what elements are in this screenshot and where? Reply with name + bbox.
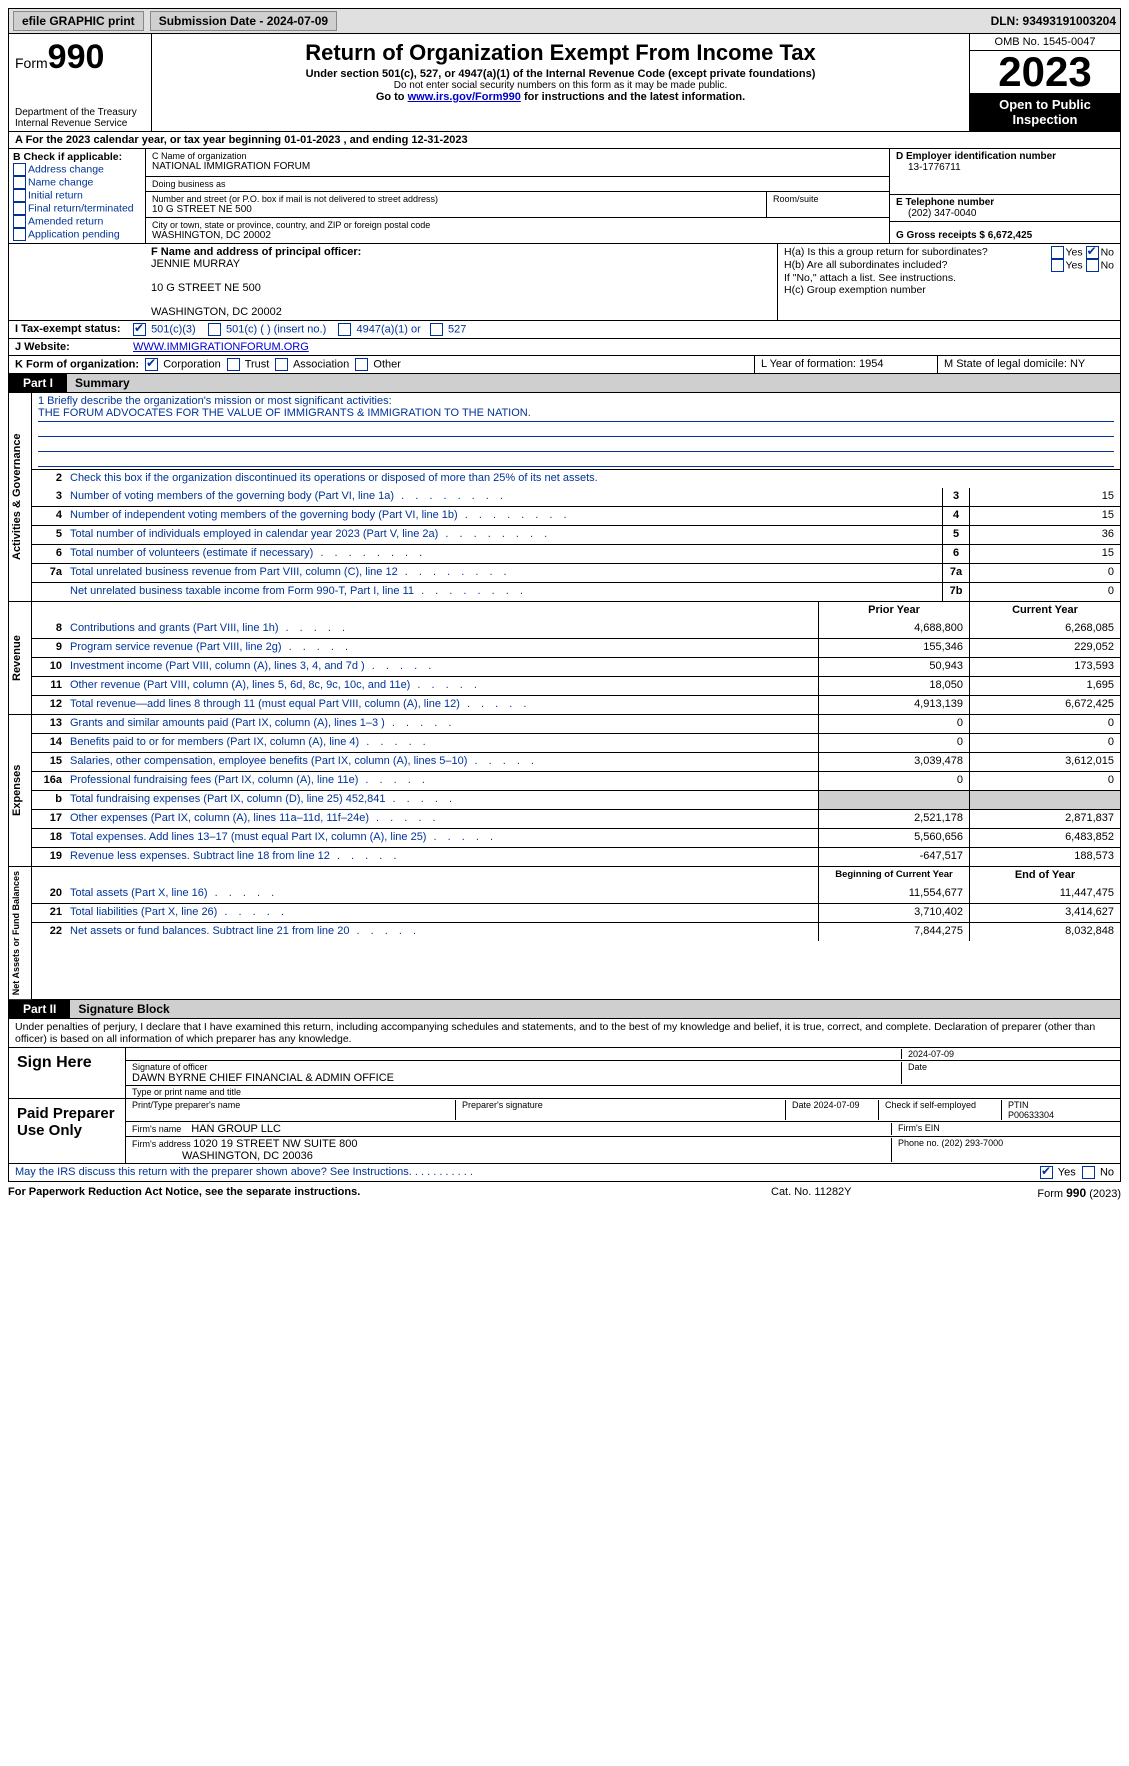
table-row: 14Benefits paid to or for members (Part … xyxy=(32,733,1120,752)
officer-label: F Name and address of principal officer: xyxy=(151,246,771,258)
discuss-row: May the IRS discuss this return with the… xyxy=(8,1164,1121,1182)
room-label: Room/suite xyxy=(773,194,883,204)
sign-here-label: Sign Here xyxy=(9,1048,126,1098)
hc-label: H(c) Group exemption number xyxy=(784,284,1114,296)
ein-value: 13-1776711 xyxy=(896,162,961,173)
vtab-revenue: Revenue xyxy=(9,602,32,714)
city-value: WASHINGTON, DC 20002 xyxy=(152,230,271,241)
table-row: 8Contributions and grants (Part VIII, li… xyxy=(32,620,1120,638)
org-info-block: B Check if applicable: Address change Na… xyxy=(8,149,1121,244)
cb-address-change[interactable]: Address change xyxy=(13,163,141,176)
officer-addr1: 10 G STREET NE 500 xyxy=(151,282,771,294)
table-row: 16aProfessional fundraising fees (Part I… xyxy=(32,771,1120,790)
irs-link[interactable]: www.irs.gov/Form990 xyxy=(408,91,521,103)
table-row: 6Total number of volunteers (estimate if… xyxy=(32,544,1120,563)
table-row: 21Total liabilities (Part X, line 26) . … xyxy=(32,903,1120,922)
table-row: 19Revenue less expenses. Subtract line 1… xyxy=(32,847,1120,866)
table-row: 13Grants and similar amounts paid (Part … xyxy=(32,715,1120,733)
cb-amended-return[interactable]: Amended return xyxy=(13,215,141,228)
officer-group-block: F Name and address of principal officer:… xyxy=(8,244,1121,321)
cb-final-return[interactable]: Final return/terminated xyxy=(13,202,141,215)
row-i: I Tax-exempt status: 501(c)(3) 501(c) ( … xyxy=(8,321,1121,339)
phone-label: E Telephone number xyxy=(896,197,994,208)
org-name-label: C Name of organization xyxy=(152,151,883,161)
table-row: 5Total number of individuals employed in… xyxy=(32,525,1120,544)
summary-gov: Activities & Governance 1 Briefly descri… xyxy=(8,393,1121,602)
firm-name: HAN GROUP LLC xyxy=(191,1123,281,1135)
officer-addr2: WASHINGTON, DC 20002 xyxy=(151,306,771,318)
hb-label: H(b) Are all subordinates included? xyxy=(784,259,1051,272)
summary-rev: Revenue Prior Year Current Year 8Contrib… xyxy=(8,602,1121,715)
efile-topbar: efile GRAPHIC print Submission Date - 20… xyxy=(8,8,1121,34)
row-a-tax-year: A For the 2023 calendar year, or tax yea… xyxy=(8,132,1121,149)
eoy-hdr: End of Year xyxy=(969,867,1120,885)
sign-here-block: Sign Here 2024-07-09 Signature of office… xyxy=(8,1048,1121,1099)
subtitle-1: Under section 501(c), 527, or 4947(a)(1)… xyxy=(160,68,961,80)
table-row: 9Program service revenue (Part VIII, lin… xyxy=(32,638,1120,657)
part2-header: Part II Signature Block xyxy=(8,1000,1121,1019)
hb-note: If "No," attach a list. See instructions… xyxy=(784,272,1114,284)
officer-name: JENNIE MURRAY xyxy=(151,258,771,270)
phone-value: (202) 347-0040 xyxy=(896,208,976,219)
signature-declaration: Under penalties of perjury, I declare th… xyxy=(8,1019,1121,1048)
table-row: 17Other expenses (Part IX, column (A), l… xyxy=(32,809,1120,828)
subtitle-3: Go to www.irs.gov/Form990 for instructio… xyxy=(160,91,961,103)
gross-receipts: G Gross receipts $ 6,672,425 xyxy=(896,230,1032,241)
tax-year: 2023 xyxy=(970,51,1120,93)
box-b-label: B Check if applicable: xyxy=(13,151,122,163)
table-row: 18Total expenses. Add lines 13–17 (must … xyxy=(32,828,1120,847)
cb-initial-return[interactable]: Initial return xyxy=(13,189,141,202)
paid-preparer-block: Paid Preparer Use Only Print/Type prepar… xyxy=(8,1099,1121,1164)
form-title: Return of Organization Exempt From Incom… xyxy=(160,40,961,66)
org-name: NATIONAL IMMIGRATION FORUM xyxy=(152,161,310,172)
table-row: 20Total assets (Part X, line 16) . . . .… xyxy=(32,885,1120,903)
line2-text: Check this box if the organization disco… xyxy=(66,470,1120,488)
mission-text: THE FORUM ADVOCATES FOR THE VALUE OF IMM… xyxy=(38,407,1114,422)
table-row: Net unrelated business taxable income fr… xyxy=(32,582,1120,601)
form-number: Form990 xyxy=(15,38,145,77)
table-row: 11Other revenue (Part VIII, column (A), … xyxy=(32,676,1120,695)
city-label: City or town, state or province, country… xyxy=(152,220,883,230)
vtab-netassets: Net Assets or Fund Balances xyxy=(9,867,32,999)
table-row: 12Total revenue—add lines 8 through 11 (… xyxy=(32,695,1120,714)
state-domicile: M State of legal domicile: NY xyxy=(937,356,1120,373)
table-row: 22Net assets or fund balances. Subtract … xyxy=(32,922,1120,941)
submission-date-button[interactable]: Submission Date - 2024-07-09 xyxy=(150,11,337,31)
table-row: 3Number of voting members of the governi… xyxy=(32,488,1120,506)
row-j: J Website: WWW.IMMIGRATIONFORUM.ORG xyxy=(8,339,1121,356)
efile-graphic-button[interactable]: efile GRAPHIC print xyxy=(13,11,144,31)
vtab-expenses: Expenses xyxy=(9,715,32,866)
street-label: Number and street (or P.O. box if mail i… xyxy=(152,194,760,204)
boy-hdr: Beginning of Current Year xyxy=(818,867,969,885)
summary-net: Net Assets or Fund Balances Beginning of… xyxy=(8,867,1121,1000)
mission-label: 1 Briefly describe the organization's mi… xyxy=(38,395,1114,407)
summary-exp: Expenses 13Grants and similar amounts pa… xyxy=(8,715,1121,867)
subtitle-2: Do not enter social security numbers on … xyxy=(160,80,961,91)
website-link[interactable]: WWW.IMMIGRATIONFORUM.ORG xyxy=(133,341,309,353)
table-row: bTotal fundraising expenses (Part IX, co… xyxy=(32,790,1120,809)
row-k: K Form of organization: Corporation Trus… xyxy=(8,356,1121,374)
table-row: 4Number of independent voting members of… xyxy=(32,506,1120,525)
form-header: Form990 Department of the Treasury Inter… xyxy=(8,34,1121,132)
open-to-public: Open to Public Inspection xyxy=(970,93,1120,131)
table-row: 10Investment income (Part VIII, column (… xyxy=(32,657,1120,676)
ha-label: H(a) Is this a group return for subordin… xyxy=(784,246,1051,259)
ein-label: D Employer identification number xyxy=(896,151,1056,162)
prior-year-hdr: Prior Year xyxy=(818,602,969,620)
paid-preparer-label: Paid Preparer Use Only xyxy=(9,1099,126,1163)
part1-header: Part I Summary xyxy=(8,374,1121,393)
cb-name-change[interactable]: Name change xyxy=(13,176,141,189)
dln-label: DLN: 93493191003204 xyxy=(991,14,1116,28)
officer-signature: DAWN BYRNE CHIEF FINANCIAL & ADMIN OFFIC… xyxy=(132,1072,394,1084)
street-value: 10 G STREET NE 500 xyxy=(152,204,252,215)
dba-label: Doing business as xyxy=(152,179,883,189)
treasury-dept: Department of the Treasury Internal Reve… xyxy=(15,107,145,129)
cb-application-pending[interactable]: Application pending xyxy=(13,228,141,241)
year-formation: L Year of formation: 1954 xyxy=(754,356,937,373)
vtab-governance: Activities & Governance xyxy=(9,393,32,601)
table-row: 15Salaries, other compensation, employee… xyxy=(32,752,1120,771)
current-year-hdr: Current Year xyxy=(969,602,1120,620)
page-footer: For Paperwork Reduction Act Notice, see … xyxy=(8,1182,1121,1200)
table-row: 7aTotal unrelated business revenue from … xyxy=(32,563,1120,582)
